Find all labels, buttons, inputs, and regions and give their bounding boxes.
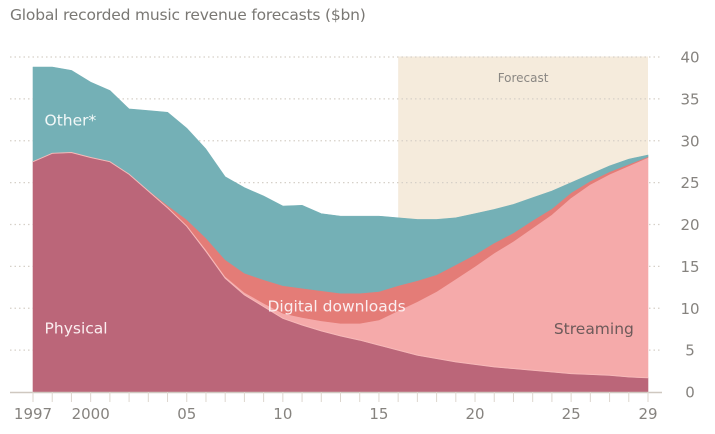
x-tick-label: 1997 [14, 405, 52, 423]
y-tick-label: 10 [680, 300, 699, 318]
y-tick-label: 25 [680, 174, 699, 192]
chart-title: Global recorded music revenue forecasts … [10, 6, 366, 24]
x-tick-label: 20 [465, 405, 484, 423]
forecast-label: Forecast [498, 71, 549, 85]
y-tick-label: 40 [680, 49, 699, 67]
y-tick-label: 0 [685, 384, 695, 402]
y-tick-label: 15 [680, 258, 699, 276]
x-tick-label: 2000 [72, 405, 110, 423]
area-other [32, 66, 649, 294]
y-tick-label: 35 [680, 90, 699, 108]
x-tick-label: 05 [177, 405, 196, 423]
series-label-physical: Physical [45, 319, 108, 337]
label-layer: Other* Physical Digital downloads Streaming [45, 112, 634, 339]
x-tick-label: 29 [638, 405, 657, 423]
y-tick-label: 20 [680, 216, 699, 234]
x-tick-label: 25 [562, 405, 581, 423]
x-tick-label: 10 [273, 405, 292, 423]
x-tick-label: 15 [369, 405, 388, 423]
series-label-digital-downloads: Digital downloads [267, 298, 405, 316]
y-tick-label: 5 [685, 342, 695, 360]
y-tick-label: 30 [680, 132, 699, 150]
physical-boundary-line [32, 151, 649, 379]
series-label-other: Other* [45, 112, 97, 130]
series-label-streaming: Streaming [554, 320, 634, 338]
